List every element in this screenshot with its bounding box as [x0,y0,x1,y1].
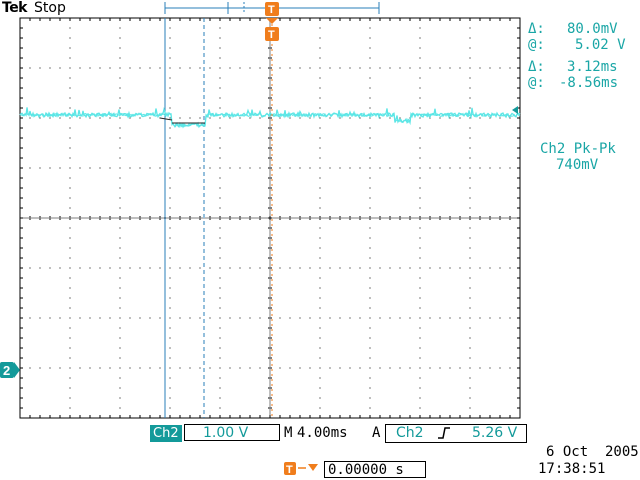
time-delta-value: 3.12ms [567,59,618,75]
time-display: 17:38:51 [538,461,606,477]
time-at-value: -8.56ms [559,75,619,91]
voltage-delta-symbol: Δ: [528,21,545,37]
time-delta-symbol: Δ: [528,59,545,75]
trigger-marker-label: T [268,29,275,41]
time-per-div[interactable]: 4.00ms [297,425,348,441]
pkpk-title: Ch2 Pk-Pk [540,141,616,157]
ch2-ground-marker[interactable] [0,362,20,378]
trigger-channel: Ch2 [396,425,424,441]
voltage-delta-value: 80.0mV [567,21,618,37]
cursor-level-marker [159,117,173,121]
voltage-at-value: 5.02 V [575,37,626,53]
trigger-level-arrow[interactable] [512,106,518,114]
volts-per-div[interactable]: 1.00 V [184,424,280,441]
vertical-channel-badge[interactable]: Ch2 [150,425,182,442]
time-at-symbol: @: [528,75,545,91]
trigger-position-value[interactable]: 0.00000 s [324,461,426,478]
trigger-position-marker[interactable] [265,2,279,418]
trigger-top-label: T [268,4,275,16]
ch2-waveform-noise [19,112,521,128]
acquisition-state: Stop [34,0,66,16]
horizontal-mode-prefix: M [284,425,293,441]
date-display: 6 Oct 2005 [546,444,639,460]
trigger-level: 5.26 V [472,425,518,441]
rising-edge-icon [438,427,450,439]
brand-logo: Tek [2,0,28,16]
trigger-position-icon: T [284,462,318,476]
trigger-mode: A [372,425,381,441]
voltage-at-symbol: @: [528,37,545,53]
svg-text:T: T [286,464,293,476]
graticule-grid [19,17,521,419]
ch2-marker-label: 2 [3,363,10,378]
trigger-panel[interactable] [385,424,527,443]
pkpk-value: 740mV [556,157,599,173]
